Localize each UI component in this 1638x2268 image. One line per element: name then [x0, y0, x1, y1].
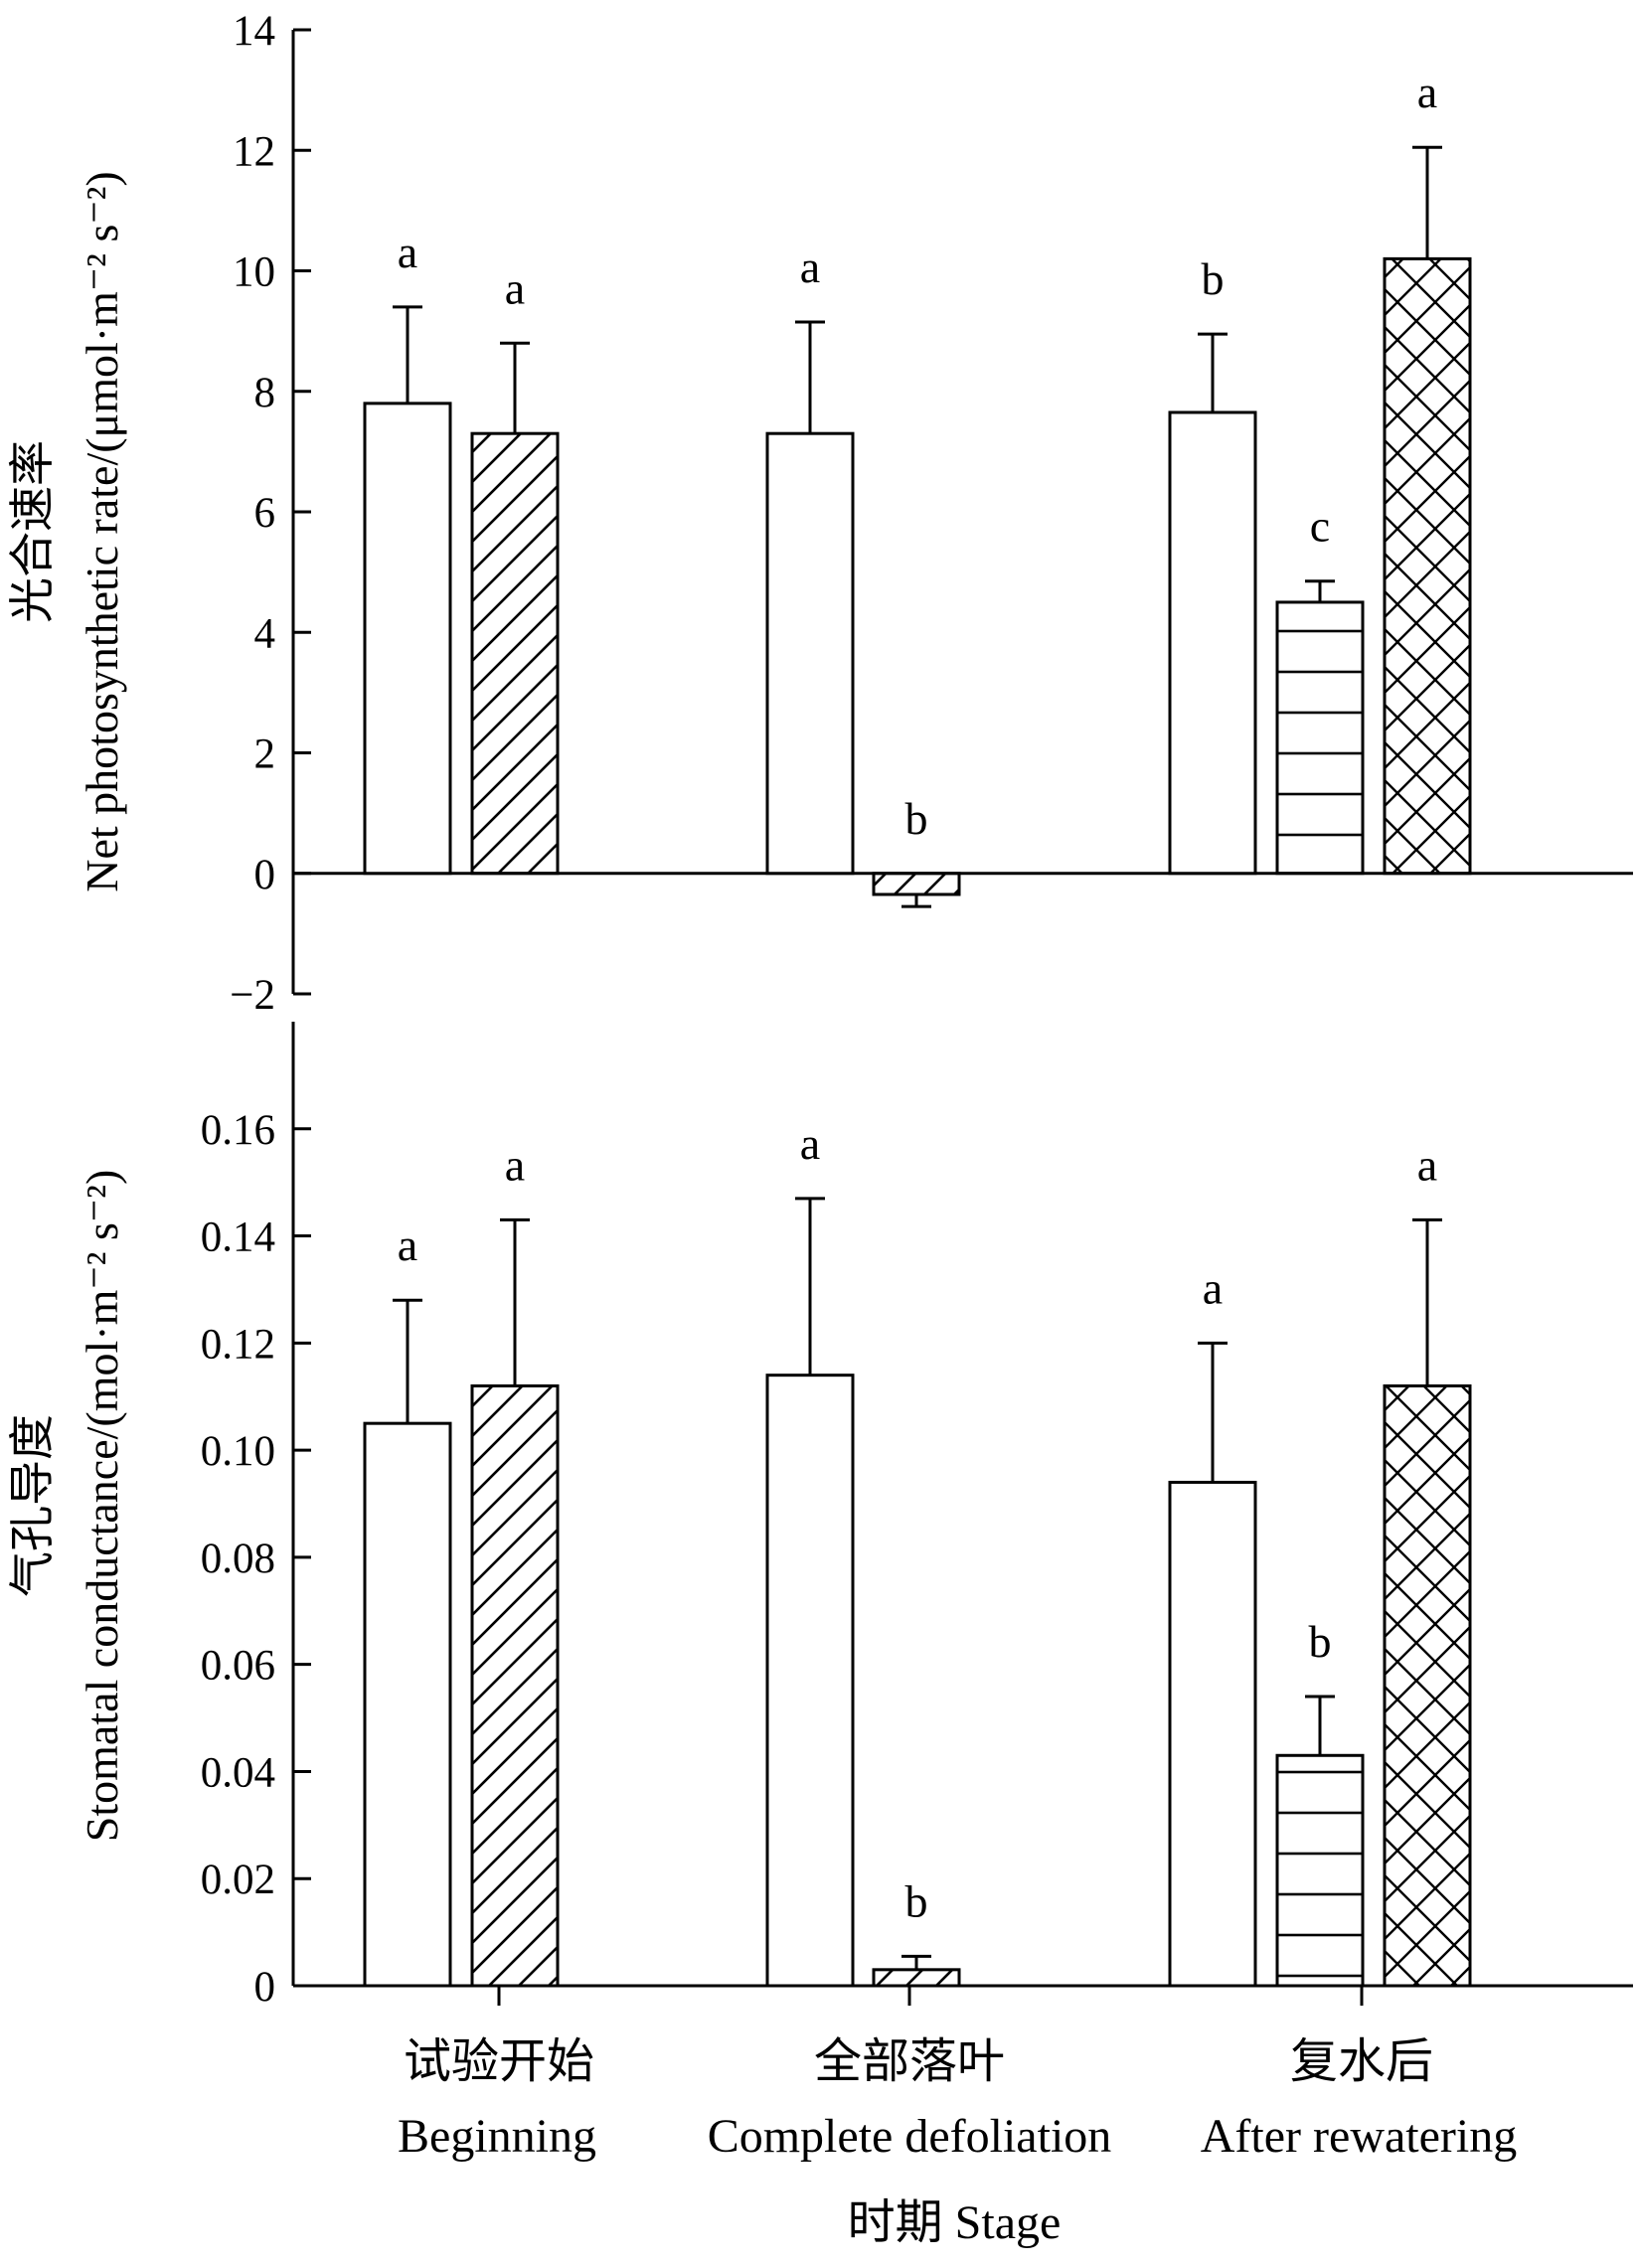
bottom-significance-label: b: [1309, 1616, 1332, 1667]
top-y-tick-label: 8: [254, 370, 276, 416]
top-y-tick-label: −2: [230, 972, 275, 1019]
category-label-zh-2: 复水后: [1290, 2035, 1433, 2088]
bottom-y-tick-label: 0.10: [201, 1428, 275, 1475]
top-bar: [872, 872, 961, 896]
top-panel: −2 0 2 4 6 8 10 12 14 a a a b b c a: [230, 8, 1633, 1019]
top-bar: [1275, 600, 1365, 876]
top-bar: [1383, 256, 1472, 876]
bottom-bar: [1383, 1383, 1472, 1988]
bottom-y-tick-label: 0: [254, 1964, 276, 2011]
category-label-zh-0: 试验开始: [404, 2035, 594, 2088]
bottom-bar: [1168, 1480, 1257, 1988]
top-ylabel-zh: 光合速率: [7, 440, 58, 623]
top-ylabel-en: Net photosynthetic rate/(μmol·m⁻² s⁻²): [77, 171, 127, 892]
top-bar: [765, 431, 855, 876]
bottom-significance-label: a: [1203, 1262, 1223, 1313]
top-significance-label: a: [505, 262, 525, 313]
bottom-bar: [1275, 1753, 1365, 1988]
bottom-significance-label: a: [800, 1118, 820, 1169]
top-y-tick-label: 14: [233, 8, 275, 55]
top-significance-label: a: [800, 242, 820, 292]
x-axis-title: 时期 Stage: [848, 2196, 1062, 2249]
bottom-bar: [363, 1421, 452, 1988]
bottom-ylabel-en: Stomatal conductance/(mol·m⁻² s⁻²): [77, 1170, 127, 1843]
top-significance-label: a: [1417, 67, 1437, 117]
bottom-significance-label: b: [905, 1875, 928, 1926]
top-bar: [363, 402, 452, 876]
category-label-zh-1: 全部落叶: [814, 2035, 1005, 2088]
bottom-significance-label: a: [398, 1219, 417, 1270]
category-label-en-0: Beginning: [398, 2110, 596, 2163]
category-label-en-1: Complete defoliation: [708, 2110, 1112, 2163]
bottom-bar: [872, 1968, 961, 1988]
top-y-tick-label: 10: [233, 249, 275, 296]
top-significance-label: c: [1310, 501, 1330, 552]
bottom-y-tick-label: 0.08: [201, 1536, 275, 1582]
top-y-tick-label: 12: [233, 128, 275, 175]
top-y-tick-label: 0: [254, 852, 276, 898]
top-significance-label: b: [905, 793, 928, 844]
bottom-y-tick-label: 0.12: [201, 1321, 275, 1368]
bottom-y-tick-label: 0.14: [201, 1215, 275, 1261]
bottom-significance-label: a: [505, 1139, 525, 1190]
top-y-tick-label: 4: [254, 610, 276, 657]
bottom-bar: [765, 1374, 855, 1988]
bottom-ylabel-zh: 气孔导度: [7, 1414, 58, 1597]
bottom-bar: [470, 1383, 560, 1988]
top-bar: [470, 431, 560, 876]
top-bar: [1168, 410, 1257, 876]
bottom-y-tick-label: 0.06: [201, 1643, 275, 1690]
top-significance-label: b: [1202, 253, 1225, 304]
top-y-tick-label: 2: [254, 731, 276, 778]
bottom-significance-label: a: [1417, 1139, 1437, 1190]
bottom-y-tick-label: 0.16: [201, 1107, 275, 1154]
category-label-en-2: After rewatering: [1201, 2110, 1518, 2163]
bottom-y-tick-label: 0.04: [201, 1749, 275, 1796]
bottom-panel: 0 0.02 0.04 0.06 0.08 0.10 0.12 0.14 0.16 a a a b a b a: [201, 1022, 1633, 2011]
top-y-tick-label: 6: [254, 490, 276, 537]
bottom-y-tick-label: 0.02: [201, 1857, 275, 1903]
top-significance-label: a: [398, 227, 417, 277]
